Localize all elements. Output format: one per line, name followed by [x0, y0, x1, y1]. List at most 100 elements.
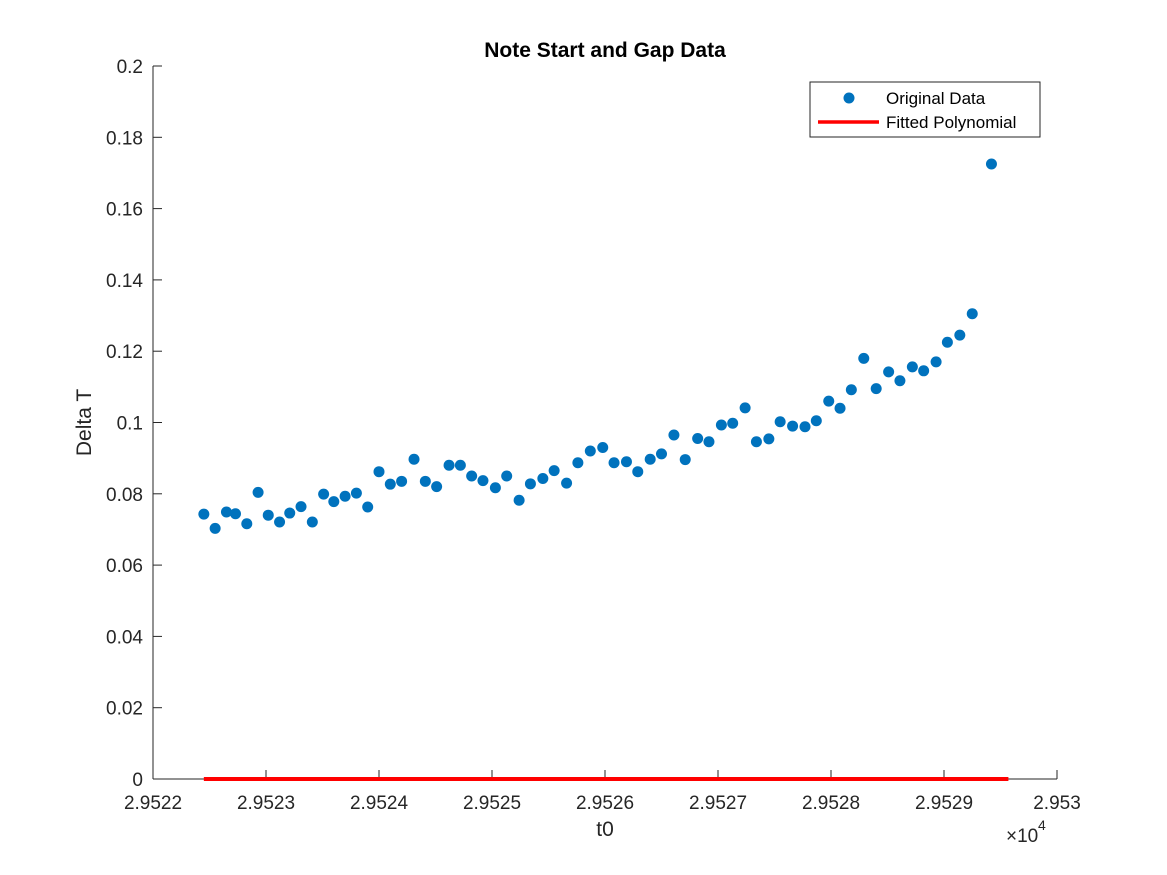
legend: Original Data Fitted Polynomial	[809, 81, 1041, 138]
data-point	[220, 506, 232, 518]
data-point	[608, 457, 620, 469]
data-point	[750, 436, 762, 448]
data-point	[584, 445, 596, 457]
data-point	[644, 453, 656, 465]
data-point	[241, 518, 253, 530]
y-tick-label: 0	[132, 770, 143, 791]
data-point	[858, 352, 870, 364]
data-point	[715, 419, 727, 431]
legend-label-original-data: Original Data	[886, 89, 986, 108]
data-point	[431, 481, 443, 493]
data-point	[477, 475, 489, 487]
data-point	[373, 466, 385, 478]
x-axis-exponent-base: ×10	[1006, 826, 1038, 847]
data-point	[466, 470, 478, 482]
y-axis-label: Delta T	[73, 389, 96, 456]
data-point	[229, 508, 241, 520]
data-point	[548, 465, 560, 477]
x-tick-label: 2.9524	[350, 793, 409, 814]
y-tick-label: 0.16	[106, 200, 143, 221]
data-point	[834, 402, 846, 414]
data-point	[339, 490, 351, 502]
data-point	[985, 158, 997, 170]
data-point	[209, 522, 221, 534]
data-point	[787, 420, 799, 432]
data-point	[918, 365, 930, 377]
x-tick-label: 2.9525	[463, 793, 521, 814]
x-axis-exponent-power: 4	[1038, 817, 1046, 833]
data-point	[384, 478, 396, 490]
data-point	[454, 459, 466, 471]
legend-box	[809, 81, 1041, 138]
data-point	[692, 433, 704, 445]
y-axis-ticks: 0 0.02 0.04 0.06 0.08 0.1 0.12 0.14 0.16 0.18 0.2	[106, 57, 162, 791]
x-tick-label: 2.9526	[576, 793, 634, 814]
x-tick-label: 2.9528	[802, 793, 860, 814]
data-point	[632, 466, 644, 478]
data-point	[894, 375, 906, 387]
data-point	[656, 448, 667, 460]
data-point	[620, 456, 632, 468]
data-point	[408, 453, 420, 465]
data-point	[443, 459, 455, 471]
data-point	[668, 429, 680, 441]
data-point	[561, 477, 573, 489]
data-point	[810, 415, 822, 427]
data-point	[328, 496, 340, 508]
data-point	[763, 433, 775, 445]
y-tick-label: 0.1	[117, 414, 143, 435]
data-point	[274, 516, 286, 528]
data-point	[739, 402, 751, 414]
x-axis-exponent: ×10 4	[1006, 817, 1046, 847]
data-point	[524, 478, 536, 490]
data-point	[941, 336, 953, 348]
data-point	[396, 475, 408, 487]
data-point	[262, 509, 274, 521]
data-point	[572, 457, 584, 469]
x-tick-label: 2.9527	[689, 793, 747, 814]
data-point	[823, 395, 835, 407]
y-tick-label: 0.04	[106, 627, 143, 648]
data-point	[537, 472, 549, 484]
data-point	[318, 488, 330, 500]
data-point	[350, 487, 362, 499]
data-point	[252, 486, 264, 498]
legend-label-fitted-polynomial: Fitted Polynomial	[886, 113, 1016, 132]
data-point	[295, 501, 307, 513]
data-point	[954, 329, 966, 341]
data-point	[489, 482, 501, 494]
data-point	[883, 366, 895, 378]
y-tick-label: 0.02	[106, 699, 143, 720]
x-axis-ticks: 2.9522 2.9523 2.9524 2.9525 2.9526 2.9527 2.95…	[124, 770, 1081, 814]
data-point	[930, 356, 942, 368]
chart-title: Note Start and Gap Data	[484, 39, 726, 62]
legend-marker-original-data	[843, 92, 855, 104]
y-tick-label: 0.12	[106, 342, 143, 363]
y-tick-label: 0.2	[117, 57, 143, 78]
y-tick-label: 0.08	[106, 485, 143, 506]
data-point	[774, 416, 786, 428]
data-point	[306, 516, 318, 528]
data-point	[597, 441, 609, 453]
x-tick-label: 2.9529	[915, 793, 973, 814]
data-point	[284, 507, 296, 519]
plot-area	[153, 66, 1057, 779]
data-point	[906, 361, 918, 373]
y-tick-label: 0.06	[106, 556, 143, 577]
data-point	[966, 308, 978, 320]
data-point	[870, 383, 882, 395]
x-axis-label: t0	[596, 818, 614, 841]
data-point	[501, 470, 513, 482]
x-tick-label: 2.953	[1033, 793, 1081, 814]
data-point	[362, 501, 374, 513]
x-tick-label: 2.9523	[237, 793, 295, 814]
data-point	[845, 384, 857, 396]
data-point	[679, 454, 691, 466]
data-point	[703, 436, 715, 448]
y-tick-label: 0.14	[106, 271, 143, 292]
original-data-series	[198, 158, 997, 534]
data-point	[727, 417, 739, 429]
y-tick-label: 0.18	[106, 128, 143, 149]
data-point	[198, 508, 210, 520]
